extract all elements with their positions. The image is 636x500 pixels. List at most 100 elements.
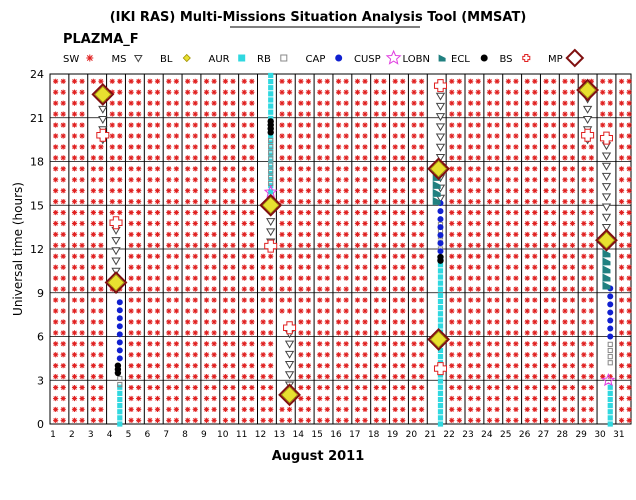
cap-point bbox=[607, 309, 614, 316]
sw-point bbox=[569, 89, 576, 95]
sw-point bbox=[569, 100, 576, 106]
sw-point bbox=[249, 297, 255, 303]
sw-point bbox=[449, 297, 455, 303]
sw-point bbox=[505, 144, 511, 150]
sw-point bbox=[60, 220, 66, 227]
sw-point bbox=[53, 155, 59, 161]
sw-point bbox=[513, 286, 519, 292]
y-tick-label: 0 bbox=[37, 418, 44, 431]
sw-point bbox=[505, 220, 511, 227]
sw-point bbox=[373, 111, 379, 117]
sw-point bbox=[618, 330, 625, 336]
sw-point bbox=[362, 89, 368, 95]
sw-point bbox=[486, 330, 493, 336]
sw-point bbox=[381, 89, 387, 95]
ms-point bbox=[601, 213, 612, 222]
sw-point bbox=[581, 286, 587, 292]
aur-point bbox=[437, 390, 444, 396]
sw-point bbox=[551, 417, 557, 423]
sw-point bbox=[109, 111, 115, 117]
sw-point bbox=[317, 395, 323, 402]
bl-point bbox=[430, 160, 448, 178]
sw-point bbox=[60, 242, 66, 248]
sw-point bbox=[128, 363, 134, 369]
sw-point bbox=[505, 242, 511, 248]
sw-point bbox=[392, 275, 398, 281]
sw-point bbox=[486, 319, 493, 325]
sw-point bbox=[98, 341, 104, 347]
sw-point bbox=[53, 242, 59, 248]
sw-point bbox=[222, 209, 229, 216]
sw-point bbox=[607, 78, 613, 84]
ms-point bbox=[266, 218, 276, 227]
sw-point bbox=[392, 122, 398, 128]
sw-point bbox=[128, 111, 134, 117]
sw-point bbox=[343, 166, 349, 172]
sw-point bbox=[468, 133, 474, 139]
sw-point bbox=[211, 100, 217, 106]
sw-point bbox=[618, 111, 625, 117]
sw-point bbox=[166, 111, 172, 117]
sw-point bbox=[241, 253, 247, 259]
sw-point bbox=[475, 286, 481, 292]
sw-point bbox=[136, 177, 142, 183]
sw-point bbox=[305, 242, 312, 248]
sw-point bbox=[456, 89, 462, 95]
sw-point bbox=[90, 144, 96, 150]
sw-point bbox=[607, 100, 613, 106]
sw-point bbox=[203, 286, 210, 292]
sw-point bbox=[486, 199, 493, 205]
sw-point bbox=[98, 395, 104, 402]
aur-point bbox=[437, 311, 444, 317]
x-tick-label: 24 bbox=[481, 430, 493, 440]
sw-point bbox=[203, 308, 210, 314]
sw-point bbox=[317, 231, 323, 238]
sw-point bbox=[494, 330, 500, 336]
sw-point bbox=[626, 308, 632, 314]
sw-point bbox=[192, 264, 198, 270]
sw-point bbox=[279, 111, 285, 117]
sw-point bbox=[230, 122, 236, 128]
sw-point bbox=[524, 111, 530, 117]
y-tick-label: 18 bbox=[30, 156, 44, 169]
sw-point bbox=[173, 188, 179, 194]
sw-point bbox=[513, 89, 519, 95]
sw-point bbox=[60, 144, 66, 150]
sw-point bbox=[343, 231, 349, 238]
sw-point bbox=[249, 417, 255, 423]
legend: SW MS BL AUR RB CAP CUSP LOBN ECL BS MP bbox=[63, 48, 585, 68]
sw-point bbox=[260, 319, 266, 325]
sw-point bbox=[136, 384, 142, 391]
sw-point bbox=[211, 231, 217, 238]
sw-point bbox=[373, 264, 379, 270]
sw-point bbox=[532, 297, 538, 303]
aur-point bbox=[437, 262, 444, 268]
sw-point bbox=[381, 220, 387, 227]
sw-point bbox=[486, 275, 493, 281]
sw-point bbox=[173, 133, 179, 139]
sw-point bbox=[562, 286, 568, 292]
sw-point bbox=[71, 417, 78, 423]
sw-point bbox=[203, 341, 210, 347]
sw-point bbox=[551, 374, 557, 380]
sw-point bbox=[513, 352, 519, 358]
sw-point bbox=[268, 330, 274, 336]
sw-point bbox=[192, 341, 198, 347]
x-tick-label: 22 bbox=[443, 430, 454, 440]
sw-point bbox=[166, 231, 172, 238]
sw-point bbox=[154, 144, 161, 150]
sw-point bbox=[400, 78, 406, 84]
sw-point bbox=[192, 231, 198, 238]
sw-point bbox=[79, 89, 85, 95]
sw-point bbox=[305, 220, 312, 227]
x-tick-label: 20 bbox=[406, 430, 418, 440]
sw-point bbox=[569, 374, 576, 380]
sw-point bbox=[128, 330, 134, 336]
sw-point bbox=[249, 330, 255, 336]
sw-point bbox=[588, 319, 594, 325]
sw-point bbox=[618, 220, 625, 227]
sw-point bbox=[532, 220, 538, 227]
sw-point bbox=[468, 374, 474, 380]
sw-point bbox=[222, 231, 229, 238]
sw-point bbox=[71, 166, 78, 172]
